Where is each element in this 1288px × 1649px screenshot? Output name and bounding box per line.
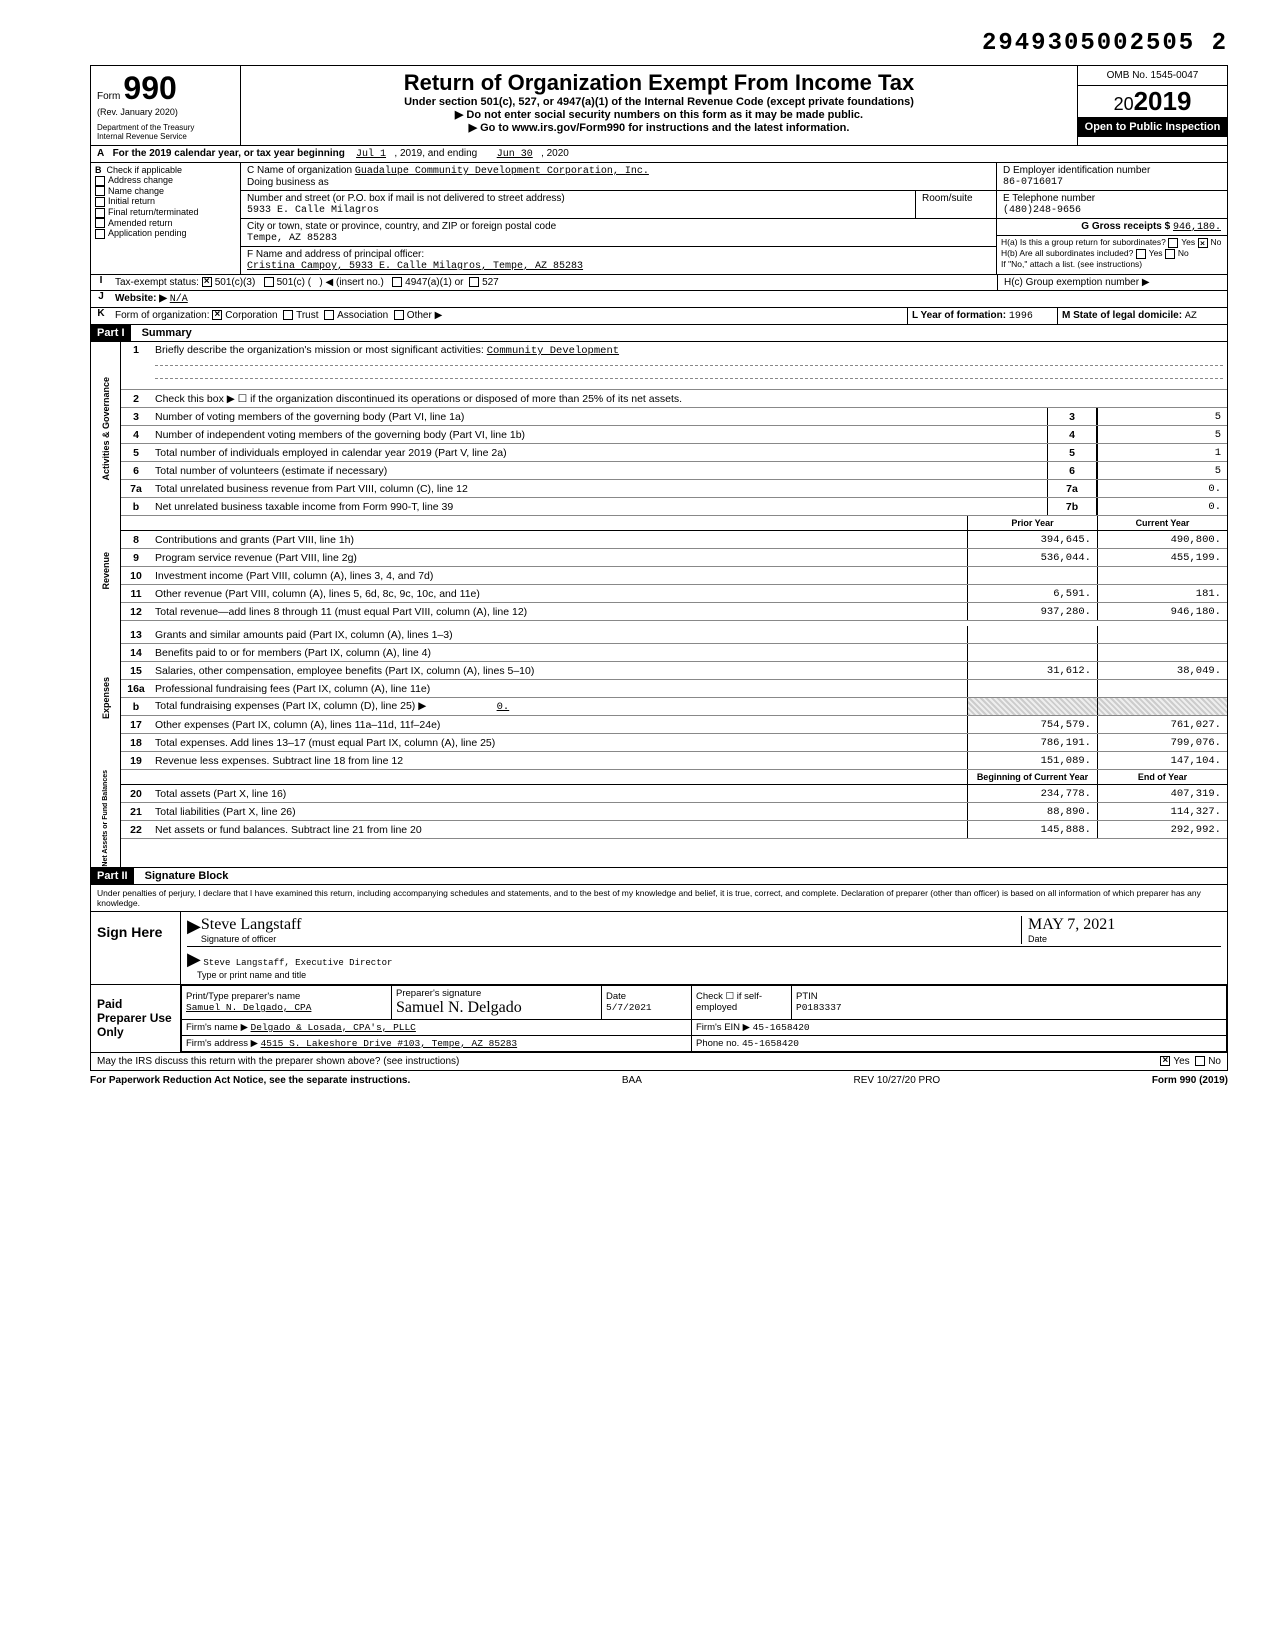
net-assets-row: 22Net assets or fund balances. Subtract …	[121, 821, 1227, 839]
col-prior-year: Prior Year	[967, 516, 1097, 530]
summary-row: 7aTotal unrelated business revenue from …	[121, 480, 1227, 498]
col-boy: Beginning of Current Year	[967, 770, 1097, 784]
expense-row: 17Other expenses (Part IX, column (A), l…	[121, 716, 1227, 734]
line-2-discontinued: Check this box ▶ ☐ if the organization d…	[151, 391, 1227, 407]
form-number: 990	[123, 70, 176, 106]
summary-row: bNet unrelated business taxable income f…	[121, 498, 1227, 516]
preparer-date: 5/7/2021	[606, 1002, 652, 1013]
open-inspection: Open to Public Inspection	[1078, 117, 1227, 137]
firm-address: 4515 S. Lakeshore Drive #103, Tempe, AZ …	[261, 1038, 518, 1049]
revenue-row: 12Total revenue—add lines 8 through 11 (…	[121, 603, 1227, 621]
part-1-header: Part I	[91, 325, 131, 341]
sidebar-governance: Activities & Governance	[101, 377, 111, 481]
expense-row: 18Total expenses. Add lines 13–17 (must …	[121, 734, 1227, 752]
col-current-year: Current Year	[1097, 516, 1227, 530]
preparer-name: Samuel N. Delgado, CPA	[186, 1002, 311, 1013]
summary-row: 3Number of voting members of the governi…	[121, 408, 1227, 426]
dept-label: Department of the Treasury	[97, 123, 234, 132]
website: N/A	[170, 294, 188, 305]
net-assets-row: 20Total assets (Part X, line 16)234,778.…	[121, 785, 1227, 803]
summary-row: 4Number of independent voting members of…	[121, 426, 1227, 444]
document-number: 2949305002505 2	[90, 30, 1228, 57]
summary-row: 5Total number of individuals employed in…	[121, 444, 1227, 462]
firm-ein: 45-1658420	[753, 1022, 810, 1033]
street-address: 5933 E. Calle Milagros	[247, 205, 379, 216]
form-990: Form 990 (Rev. January 2020) Department …	[90, 65, 1228, 1071]
ptin: P0183337	[796, 1002, 842, 1013]
form-sub1: Under section 501(c), 527, or 4947(a)(1)…	[247, 96, 1071, 108]
preparer-signature: Samuel N. Delgado	[396, 999, 522, 1016]
sidebar-netassets: Net Assets or Fund Balances	[102, 770, 109, 867]
form-sub2: ▶ Do not enter social security numbers o…	[247, 108, 1071, 121]
revenue-row: 9Program service revenue (Part VIII, lin…	[121, 549, 1227, 567]
perjury-declaration: Under penalties of perjury, I declare th…	[91, 885, 1227, 912]
principal-officer: Cristina Campoy, 5933 E. Calle Milagros,…	[247, 261, 583, 272]
phone: (480)248-9656	[1003, 205, 1081, 216]
revenue-row: 11Other revenue (Part VIII, column (A), …	[121, 585, 1227, 603]
expense-row: 19Revenue less expenses. Subtract line 1…	[121, 752, 1227, 770]
tax-begin: Jul 1	[356, 149, 386, 160]
sign-here-label: Sign Here	[91, 912, 181, 984]
firm-name: Delgado & Losada, CPA's, PLLC	[251, 1022, 416, 1033]
self-employed-check: Check ☐ if self-employed	[692, 985, 792, 1019]
part-2-title: Signature Block	[137, 870, 229, 882]
revenue-row: 8Contributions and grants (Part VIII, li…	[121, 531, 1227, 549]
officer-signature: Steve Langstaff	[201, 916, 302, 933]
form-rev: (Rev. January 2020)	[97, 107, 234, 117]
mission-text: Community Development	[487, 345, 619, 357]
col-eoy: End of Year	[1097, 770, 1227, 784]
org-name: Guadalupe Community Development Corporat…	[355, 166, 649, 177]
officer-name-title: Steve Langstaff, Executive Director	[203, 958, 392, 968]
preparer-table: Print/Type preparer's nameSamuel N. Delg…	[181, 985, 1227, 1052]
state-domicile: AZ	[1185, 311, 1197, 322]
form-sub3: ▶ Go to www.irs.gov/Form990 for instruct…	[247, 121, 1071, 134]
year-formation: 1996	[1009, 311, 1033, 322]
part-1-title: Summary	[134, 327, 192, 339]
expense-row: 15Salaries, other compensation, employee…	[121, 662, 1227, 680]
page-footer: For Paperwork Reduction Act Notice, see …	[90, 1071, 1228, 1090]
sidebar-expenses: Expenses	[101, 677, 111, 719]
expense-row: 14Benefits paid to or for members (Part …	[121, 644, 1227, 662]
gross-receipts: 946,180.	[1173, 222, 1221, 233]
form-header: Form 990 (Rev. January 2020) Department …	[91, 66, 1227, 146]
ein: 86-0716017	[1003, 177, 1063, 188]
net-assets-row: 21Total liabilities (Part X, line 26)88,…	[121, 803, 1227, 821]
revenue-row: 10Investment income (Part VIII, column (…	[121, 567, 1227, 585]
firm-phone: 45-1658420	[742, 1038, 799, 1049]
tax-year: 2019	[1134, 86, 1192, 116]
summary-row: 6Total number of volunteers (estimate if…	[121, 462, 1227, 480]
form-title: Return of Organization Exempt From Incom…	[247, 70, 1071, 96]
paid-preparer-label: Paid Preparer Use Only	[91, 985, 181, 1052]
expense-row: 16aProfessional fundraising fees (Part I…	[121, 680, 1227, 698]
discuss-question: May the IRS discuss this return with the…	[97, 1056, 1160, 1067]
omb-number: OMB No. 1545-0047	[1078, 66, 1227, 86]
irs-label: Internal Revenue Service	[97, 132, 234, 141]
row-a-calendar: A For the 2019 calendar year, or tax yea…	[91, 146, 1227, 163]
expense-row: 13Grants and similar amounts paid (Part …	[121, 626, 1227, 644]
sidebar-revenue: Revenue	[101, 552, 111, 590]
line-b-value: 0.	[429, 701, 509, 713]
city-state-zip: Tempe, AZ 85283	[247, 233, 337, 244]
part-2-header: Part II	[91, 868, 134, 884]
signature-date: MAY 7, 2021	[1028, 916, 1115, 933]
tax-end: Jun 30	[497, 149, 533, 160]
